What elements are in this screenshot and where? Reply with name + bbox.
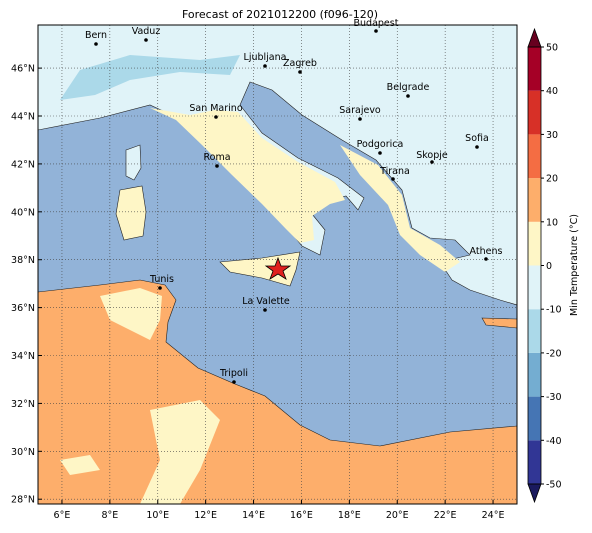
colorbar-tick-label: 0	[546, 261, 552, 272]
city: Sarajevo	[339, 105, 381, 121]
city-label: Belgrade	[387, 82, 430, 93]
x-tick-label: 10°E	[146, 510, 169, 521]
africa-warm	[60, 288, 220, 504]
italy-warm	[150, 108, 345, 243]
y-tick-label: 40°N	[11, 207, 35, 218]
x-tick-label: 14°E	[242, 510, 265, 521]
city: Roma	[203, 152, 231, 168]
city-label: Bern	[85, 30, 107, 41]
city: Tirana	[379, 166, 410, 181]
city-label: Tripoli	[219, 368, 248, 379]
city: Skopje	[416, 150, 448, 164]
x-tick-label: 22°E	[434, 510, 457, 521]
x-tick-label: 16°E	[290, 510, 313, 521]
y-tick-label: 32°N	[11, 399, 35, 410]
colorbar-band	[528, 134, 541, 179]
colorbar-tick-label: 50	[546, 43, 558, 54]
balkan-warm	[340, 145, 460, 272]
city-label: Podgorica	[357, 139, 404, 150]
city-label: Vaduz	[132, 26, 161, 37]
colorbar-band	[528, 440, 541, 484]
y-tick-label: 36°N	[11, 303, 35, 314]
city-label: San Marino	[189, 103, 242, 114]
city-label: La Valette	[242, 296, 290, 307]
city: Podgorica	[357, 139, 404, 155]
city: Tripoli	[219, 368, 248, 384]
city: Budapest	[354, 18, 399, 33]
y-tick-label: 44°N	[11, 112, 35, 123]
cities: Bern Vaduz Budapest Ljubljana Zagreb San…	[85, 18, 503, 384]
x-tick-label: 12°E	[194, 510, 217, 521]
colorbar-under	[527, 483, 542, 504]
graticule	[38, 25, 517, 504]
map	[38, 25, 517, 504]
corsica	[125, 144, 142, 181]
colorbar-tick-label: -30	[546, 392, 562, 403]
city-label: Skopje	[416, 150, 448, 161]
city-label: Tunis	[149, 274, 174, 285]
city-label: Tirana	[379, 166, 410, 177]
colorbar-band	[528, 90, 541, 135]
colorbar-band	[528, 47, 541, 91]
city-label: Ljubljana	[244, 52, 287, 63]
colorbar-label: Min Temperature (°C)	[569, 214, 580, 316]
colorbar-band	[528, 352, 541, 397]
city: Bern	[85, 30, 107, 46]
city: Tunis	[149, 274, 174, 290]
title: Forecast of 2021012200 (f096-120)	[182, 8, 378, 21]
city: La Valette	[242, 296, 290, 312]
y-tick-label: 34°N	[11, 351, 35, 362]
x-tick-label: 20°E	[386, 510, 409, 521]
colorbar: -50 -40 -30 -20 -10 0 10 20 30 40 50	[527, 27, 562, 504]
axes: 6°E 8°E 10°E 12°E 14°E 16°E 18°E 20°E 22°E 24°E 28…	[11, 64, 504, 521]
colorbar-band	[528, 309, 541, 353]
city: Vaduz	[132, 26, 161, 42]
city: Ljubljana	[244, 52, 287, 68]
colorbar-band	[528, 265, 541, 310]
y-tick-label: 28°N	[11, 495, 35, 506]
city-label: Sarajevo	[339, 105, 381, 116]
sardinia	[115, 185, 147, 241]
city-label: Athens	[470, 246, 503, 257]
city: San Marino	[189, 103, 243, 119]
city-label: Zagreb	[283, 58, 317, 69]
x-tick-label: 18°E	[338, 510, 361, 521]
city: Zagreb	[283, 58, 317, 74]
city-label: Sofia	[465, 133, 489, 144]
city: Belgrade	[387, 82, 430, 98]
city: Sofia	[465, 133, 489, 149]
city: Athens	[470, 246, 503, 261]
star-marker	[264, 256, 292, 280]
y-tick-label: 38°N	[11, 255, 35, 266]
colorbar-band	[528, 221, 541, 266]
colorbar-band	[528, 396, 541, 441]
y-tick-label: 42°N	[11, 159, 35, 170]
crete	[481, 317, 517, 329]
colorbar-band	[528, 178, 541, 222]
colorbar-tick-label: 40	[546, 86, 558, 97]
y-tick-label: 30°N	[11, 447, 35, 458]
colorbar-tick-label: 20	[546, 174, 558, 185]
cold-alps	[60, 55, 240, 100]
map-frame	[37, 24, 518, 505]
colorbar-tick-label: 30	[546, 130, 558, 141]
colorbar-tick-label: -50	[546, 480, 562, 491]
colorbar-over	[527, 27, 542, 48]
x-tick-label: 24°E	[482, 510, 505, 521]
x-tick-label: 6°E	[54, 510, 71, 521]
y-tick-label: 46°N	[11, 64, 35, 75]
colorbar-tick-label: -40	[546, 436, 562, 447]
x-tick-label: 8°E	[101, 510, 118, 521]
colorbar-tick-label: 10	[546, 217, 558, 228]
colorbar-tick-label: -10	[546, 305, 562, 316]
sicily	[219, 251, 301, 287]
city-label: Roma	[203, 152, 230, 163]
colorbar-tick-label: -20	[546, 348, 562, 359]
city-label: Budapest	[354, 18, 399, 29]
